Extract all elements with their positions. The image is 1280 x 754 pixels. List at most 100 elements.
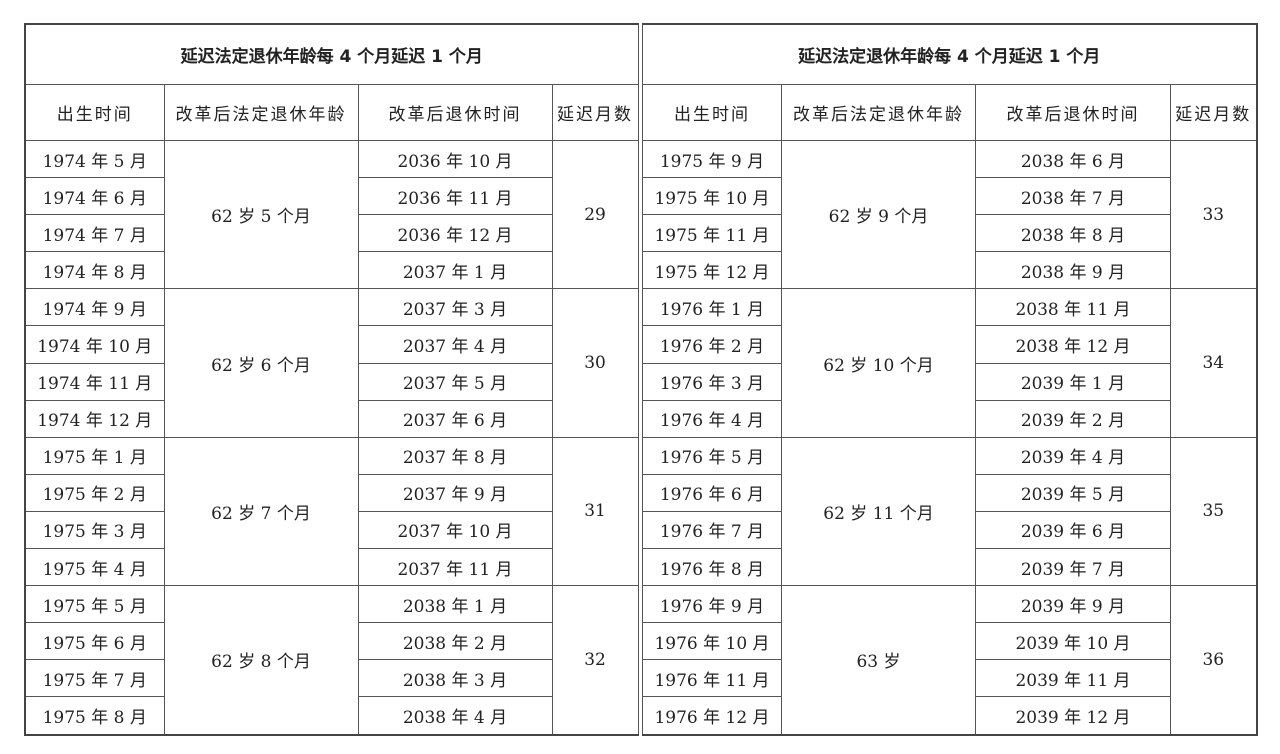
birth-date-cell: 1975 年 2 月 <box>24 473 165 512</box>
retirement-date-cell: 2039 年 9 月 <box>975 585 1171 624</box>
delay-months-cell: 35 <box>1169 436 1258 587</box>
retirement-date-cell: 2036 年 12 月 <box>357 214 553 253</box>
table-row: 1974 年 8 月 2037 年 1 月 <box>24 251 638 290</box>
table-title-row: 延迟法定退休年龄每 4 个月延迟 1 个月 <box>641 23 1258 85</box>
header-retirement-age: 改革后法定退休年龄 <box>163 84 359 141</box>
table-title: 延迟法定退休年龄每 4 个月延迟 1 个月 <box>641 23 1258 85</box>
delay-months-cell: 29 <box>551 139 639 290</box>
retirement-age-cell: 62 岁 6 个月 <box>163 288 359 438</box>
table-row: 1975 年 6 月 2038 年 2 月 <box>24 622 638 661</box>
table-row: 1976 年 5 月 62 岁 11 个月 2039 年 4 月 35 <box>642 436 1258 587</box>
retirement-date-cell: 2039 年 6 月 <box>975 510 1171 550</box>
header-delay-months: 延迟月数 <box>1169 84 1258 141</box>
retirement-date-cell: 2037 年 5 月 <box>357 362 553 401</box>
birth-date-cell: 1975 年 10 月 <box>642 177 782 216</box>
birth-date-cell: 1975 年 11 月 <box>642 214 782 253</box>
retirement-date-cell: 2039 年 11 月 <box>975 659 1171 698</box>
retirement-age-cell: 62 岁 10 个月 <box>781 288 976 438</box>
retirement-date-cell: 2038 年 7 月 <box>975 177 1171 216</box>
birth-date-cell: 1976 年 11 月 <box>642 659 782 698</box>
birth-date-cell: 1975 年 6 月 <box>24 622 165 661</box>
retirement-date-cell: 2037 年 11 月 <box>357 548 553 587</box>
retirement-age-cell: 63 岁 <box>781 585 976 735</box>
birth-date-cell: 1975 年 3 月 <box>24 510 165 550</box>
table-row: 1974 年 7 月 2036 年 12 月 <box>24 214 638 253</box>
table-row: 1974 年 5 月 62 岁 5 个月 2036 年 10 月 29 <box>24 139 639 290</box>
birth-date-cell: 1976 年 3 月 <box>642 362 782 401</box>
delay-months-cell: 34 <box>1169 288 1258 438</box>
retirement-age-cell: 62 岁 5 个月 <box>163 139 359 290</box>
table-row: 1975 年 11 月 2038 年 8 月 <box>642 214 1257 253</box>
birth-date-cell: 1975 年 5 月 <box>24 585 165 624</box>
header-retirement-date: 改革后退休时间 <box>357 84 553 141</box>
delay-months-cell: 32 <box>551 585 639 735</box>
retirement-date-cell: 2036 年 11 月 <box>357 177 553 216</box>
table-row: 1975 年 8 月 2038 年 4 月 <box>24 696 638 735</box>
table-row: 1974 年 10 月 2037 年 4 月 <box>24 325 638 364</box>
table-row: 1975 年 9 月 62 岁 9 个月 2038 年 6 月 33 <box>642 139 1258 290</box>
table-row: 1976 年 1 月 62 岁 10 个月 2038 年 11 月 34 <box>642 288 1258 438</box>
table-row: 1976 年 10 月 2039 年 10 月 <box>642 622 1257 661</box>
birth-date-cell: 1976 年 9 月 <box>642 585 782 624</box>
retirement-date-cell: 2037 年 10 月 <box>357 510 553 550</box>
birth-date-cell: 1976 年 10 月 <box>642 622 782 661</box>
retirement-date-cell: 2038 年 11 月 <box>975 288 1171 327</box>
retirement-date-cell: 2039 年 10 月 <box>975 622 1171 661</box>
birth-date-cell: 1976 年 8 月 <box>642 548 782 587</box>
table-row: 1975 年 12 月 2038 年 9 月 <box>642 251 1257 290</box>
birth-date-cell: 1974 年 6 月 <box>24 177 165 216</box>
retirement-date-cell: 2038 年 4 月 <box>357 696 553 735</box>
table-row: 1976 年 7 月 2039 年 6 月 <box>642 510 1257 550</box>
retirement-date-cell: 2037 年 1 月 <box>357 251 553 290</box>
table-row: 1974 年 11 月 2037 年 5 月 <box>24 362 638 401</box>
retirement-date-cell: 2037 年 6 月 <box>357 399 553 438</box>
retirement-date-cell: 2038 年 3 月 <box>357 659 553 698</box>
table-row: 1974 年 6 月 2036 年 11 月 <box>24 177 638 216</box>
retirement-date-cell: 2039 年 12 月 <box>975 696 1171 735</box>
delay-months-cell: 30 <box>551 288 639 438</box>
birth-date-cell: 1975 年 1 月 <box>24 436 165 475</box>
birth-date-cell: 1976 年 5 月 <box>642 436 782 475</box>
table-row: 1976 年 9 月 63 岁 2039 年 9 月 36 <box>642 585 1258 735</box>
birth-date-cell: 1974 年 10 月 <box>24 325 165 364</box>
birth-date-cell: 1976 年 12 月 <box>642 696 782 735</box>
retirement-date-cell: 2037 年 4 月 <box>357 325 553 364</box>
birth-date-cell: 1974 年 5 月 <box>24 139 165 179</box>
retirement-date-cell: 2039 年 7 月 <box>975 548 1171 587</box>
header-retirement-date: 改革后退休时间 <box>975 84 1171 141</box>
header-birth-date: 出生时间 <box>642 84 782 141</box>
retirement-date-cell: 2039 年 2 月 <box>975 399 1171 438</box>
table-row: 1975 年 7 月 2038 年 3 月 <box>24 659 638 698</box>
table-row: 1976 年 2 月 2038 年 12 月 <box>642 325 1257 364</box>
retirement-date-cell: 2039 年 5 月 <box>975 473 1171 512</box>
retirement-date-cell: 2038 年 6 月 <box>975 139 1171 179</box>
table-row: 1976 年 12 月 2039 年 12 月 <box>642 696 1257 735</box>
birth-date-cell: 1976 年 1 月 <box>642 288 782 327</box>
delay-months-cell: 31 <box>551 436 639 587</box>
table-row: 1975 年 10 月 2038 年 7 月 <box>642 177 1257 216</box>
birth-date-cell: 1974 年 9 月 <box>24 288 165 327</box>
table-row: 1976 年 3 月 2039 年 1 月 <box>642 362 1257 401</box>
table-title: 延迟法定退休年龄每 4 个月延迟 1 个月 <box>24 23 639 85</box>
table-header-row: 出生时间 改革后法定退休年龄 改革后退休时间 延迟月数 <box>642 84 1258 141</box>
retirement-age-cell: 62 岁 9 个月 <box>781 139 976 290</box>
birth-date-cell: 1975 年 7 月 <box>24 659 165 698</box>
retirement-date-cell: 2037 年 8 月 <box>357 436 553 475</box>
retirement-age-cell: 62 岁 11 个月 <box>781 436 976 587</box>
birth-date-cell: 1975 年 12 月 <box>642 251 782 290</box>
table-row: 1975 年 4 月 2037 年 11 月 <box>24 548 638 587</box>
table-row: 1975 年 3 月 2037 年 10 月 <box>24 510 638 550</box>
table-row: 1975 年 2 月 2037 年 9 月 <box>24 473 638 512</box>
header-retirement-age: 改革后法定退休年龄 <box>781 84 976 141</box>
retirement-age-cell: 62 岁 7 个月 <box>163 436 359 587</box>
birth-date-cell: 1974 年 8 月 <box>24 251 165 290</box>
delay-months-cell: 36 <box>1169 585 1258 735</box>
birth-date-cell: 1976 年 7 月 <box>642 510 782 550</box>
retirement-date-cell: 2039 年 4 月 <box>975 436 1171 475</box>
table-title-row: 延迟法定退休年龄每 4 个月延迟 1 个月 <box>24 23 639 85</box>
table-header-row: 出生时间 改革后法定退休年龄 改革后退休时间 延迟月数 <box>24 84 639 141</box>
birth-date-cell: 1975 年 4 月 <box>24 548 165 587</box>
birth-date-cell: 1974 年 12 月 <box>24 399 165 438</box>
header-delay-months: 延迟月数 <box>551 84 639 141</box>
retirement-date-cell: 2037 年 3 月 <box>357 288 553 327</box>
